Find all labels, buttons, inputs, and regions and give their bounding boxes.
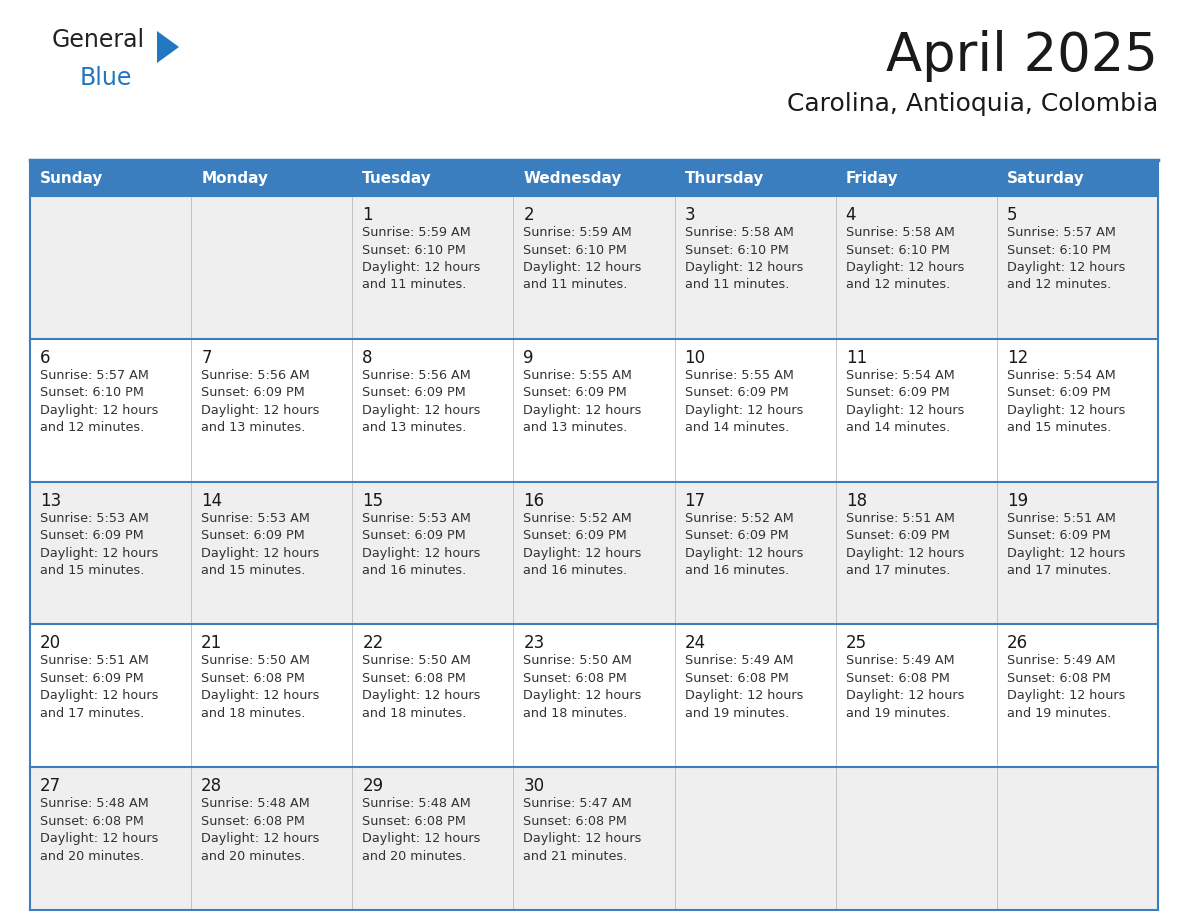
Text: 6: 6 — [40, 349, 51, 367]
Bar — [30, 160, 1158, 196]
Text: Sunrise: 5:51 AM
Sunset: 6:09 PM
Daylight: 12 hours
and 17 minutes.: Sunrise: 5:51 AM Sunset: 6:09 PM Dayligh… — [40, 655, 158, 720]
Text: Carolina, Antioquia, Colombia: Carolina, Antioquia, Colombia — [786, 92, 1158, 116]
Text: Sunrise: 5:53 AM
Sunset: 6:09 PM
Daylight: 12 hours
and 16 minutes.: Sunrise: 5:53 AM Sunset: 6:09 PM Dayligh… — [362, 511, 481, 577]
Text: Sunrise: 5:56 AM
Sunset: 6:09 PM
Daylight: 12 hours
and 13 minutes.: Sunrise: 5:56 AM Sunset: 6:09 PM Dayligh… — [201, 369, 320, 434]
Text: Sunrise: 5:47 AM
Sunset: 6:08 PM
Daylight: 12 hours
and 21 minutes.: Sunrise: 5:47 AM Sunset: 6:08 PM Dayligh… — [524, 797, 642, 863]
Text: Sunrise: 5:56 AM
Sunset: 6:09 PM
Daylight: 12 hours
and 13 minutes.: Sunrise: 5:56 AM Sunset: 6:09 PM Dayligh… — [362, 369, 481, 434]
Text: Sunrise: 5:48 AM
Sunset: 6:08 PM
Daylight: 12 hours
and 20 minutes.: Sunrise: 5:48 AM Sunset: 6:08 PM Dayligh… — [362, 797, 481, 863]
Text: Sunrise: 5:59 AM
Sunset: 6:10 PM
Daylight: 12 hours
and 11 minutes.: Sunrise: 5:59 AM Sunset: 6:10 PM Dayligh… — [524, 226, 642, 292]
Text: General: General — [52, 28, 145, 52]
Text: Sunrise: 5:48 AM
Sunset: 6:08 PM
Daylight: 12 hours
and 20 minutes.: Sunrise: 5:48 AM Sunset: 6:08 PM Dayligh… — [40, 797, 158, 863]
Bar — [30, 339, 1158, 482]
Text: Sunrise: 5:49 AM
Sunset: 6:08 PM
Daylight: 12 hours
and 19 minutes.: Sunrise: 5:49 AM Sunset: 6:08 PM Dayligh… — [1007, 655, 1125, 720]
Text: Wednesday: Wednesday — [524, 171, 621, 185]
Text: Sunrise: 5:51 AM
Sunset: 6:09 PM
Daylight: 12 hours
and 17 minutes.: Sunrise: 5:51 AM Sunset: 6:09 PM Dayligh… — [1007, 511, 1125, 577]
Text: Blue: Blue — [80, 66, 132, 90]
Text: Thursday: Thursday — [684, 171, 764, 185]
Text: Sunrise: 5:48 AM
Sunset: 6:08 PM
Daylight: 12 hours
and 20 minutes.: Sunrise: 5:48 AM Sunset: 6:08 PM Dayligh… — [201, 797, 320, 863]
Text: 24: 24 — [684, 634, 706, 653]
Text: Monday: Monday — [201, 171, 268, 185]
Text: Sunrise: 5:57 AM
Sunset: 6:10 PM
Daylight: 12 hours
and 12 minutes.: Sunrise: 5:57 AM Sunset: 6:10 PM Dayligh… — [1007, 226, 1125, 292]
Text: 8: 8 — [362, 349, 373, 367]
Text: Sunrise: 5:50 AM
Sunset: 6:08 PM
Daylight: 12 hours
and 18 minutes.: Sunrise: 5:50 AM Sunset: 6:08 PM Dayligh… — [201, 655, 320, 720]
Text: Sunrise: 5:53 AM
Sunset: 6:09 PM
Daylight: 12 hours
and 15 minutes.: Sunrise: 5:53 AM Sunset: 6:09 PM Dayligh… — [201, 511, 320, 577]
Text: 27: 27 — [40, 778, 61, 795]
Bar — [30, 482, 1158, 624]
Text: 21: 21 — [201, 634, 222, 653]
Text: 7: 7 — [201, 349, 211, 367]
Text: 29: 29 — [362, 778, 384, 795]
Text: 17: 17 — [684, 492, 706, 509]
Bar — [30, 196, 1158, 339]
Text: Sunrise: 5:58 AM
Sunset: 6:10 PM
Daylight: 12 hours
and 12 minutes.: Sunrise: 5:58 AM Sunset: 6:10 PM Dayligh… — [846, 226, 965, 292]
Text: 4: 4 — [846, 206, 857, 224]
Text: 23: 23 — [524, 634, 544, 653]
Text: 30: 30 — [524, 778, 544, 795]
Text: Sunrise: 5:58 AM
Sunset: 6:10 PM
Daylight: 12 hours
and 11 minutes.: Sunrise: 5:58 AM Sunset: 6:10 PM Dayligh… — [684, 226, 803, 292]
Text: Sunrise: 5:49 AM
Sunset: 6:08 PM
Daylight: 12 hours
and 19 minutes.: Sunrise: 5:49 AM Sunset: 6:08 PM Dayligh… — [846, 655, 965, 720]
Text: 13: 13 — [40, 492, 62, 509]
Text: 20: 20 — [40, 634, 61, 653]
Text: 10: 10 — [684, 349, 706, 367]
Text: 5: 5 — [1007, 206, 1017, 224]
Text: Sunrise: 5:59 AM
Sunset: 6:10 PM
Daylight: 12 hours
and 11 minutes.: Sunrise: 5:59 AM Sunset: 6:10 PM Dayligh… — [362, 226, 481, 292]
Text: 19: 19 — [1007, 492, 1028, 509]
Bar — [30, 624, 1158, 767]
Text: 2: 2 — [524, 206, 535, 224]
Text: Tuesday: Tuesday — [362, 171, 432, 185]
Text: Sunrise: 5:50 AM
Sunset: 6:08 PM
Daylight: 12 hours
and 18 minutes.: Sunrise: 5:50 AM Sunset: 6:08 PM Dayligh… — [362, 655, 481, 720]
Text: Sunrise: 5:55 AM
Sunset: 6:09 PM
Daylight: 12 hours
and 13 minutes.: Sunrise: 5:55 AM Sunset: 6:09 PM Dayligh… — [524, 369, 642, 434]
Text: Sunrise: 5:55 AM
Sunset: 6:09 PM
Daylight: 12 hours
and 14 minutes.: Sunrise: 5:55 AM Sunset: 6:09 PM Dayligh… — [684, 369, 803, 434]
Text: 26: 26 — [1007, 634, 1028, 653]
Text: Sunrise: 5:54 AM
Sunset: 6:09 PM
Daylight: 12 hours
and 14 minutes.: Sunrise: 5:54 AM Sunset: 6:09 PM Dayligh… — [846, 369, 965, 434]
Text: 28: 28 — [201, 778, 222, 795]
Text: 25: 25 — [846, 634, 867, 653]
Text: 12: 12 — [1007, 349, 1028, 367]
Bar — [30, 767, 1158, 910]
Text: Sunrise: 5:50 AM
Sunset: 6:08 PM
Daylight: 12 hours
and 18 minutes.: Sunrise: 5:50 AM Sunset: 6:08 PM Dayligh… — [524, 655, 642, 720]
Text: 1: 1 — [362, 206, 373, 224]
Text: 16: 16 — [524, 492, 544, 509]
Text: Friday: Friday — [846, 171, 898, 185]
Text: Sunrise: 5:52 AM
Sunset: 6:09 PM
Daylight: 12 hours
and 16 minutes.: Sunrise: 5:52 AM Sunset: 6:09 PM Dayligh… — [524, 511, 642, 577]
Text: 9: 9 — [524, 349, 533, 367]
Polygon shape — [157, 31, 179, 63]
Text: Sunday: Sunday — [40, 171, 103, 185]
Text: Sunrise: 5:52 AM
Sunset: 6:09 PM
Daylight: 12 hours
and 16 minutes.: Sunrise: 5:52 AM Sunset: 6:09 PM Dayligh… — [684, 511, 803, 577]
Text: April 2025: April 2025 — [886, 30, 1158, 82]
Text: 22: 22 — [362, 634, 384, 653]
Text: Sunrise: 5:53 AM
Sunset: 6:09 PM
Daylight: 12 hours
and 15 minutes.: Sunrise: 5:53 AM Sunset: 6:09 PM Dayligh… — [40, 511, 158, 577]
Text: Sunrise: 5:49 AM
Sunset: 6:08 PM
Daylight: 12 hours
and 19 minutes.: Sunrise: 5:49 AM Sunset: 6:08 PM Dayligh… — [684, 655, 803, 720]
Text: Sunrise: 5:57 AM
Sunset: 6:10 PM
Daylight: 12 hours
and 12 minutes.: Sunrise: 5:57 AM Sunset: 6:10 PM Dayligh… — [40, 369, 158, 434]
Text: Saturday: Saturday — [1007, 171, 1085, 185]
Text: 15: 15 — [362, 492, 384, 509]
Text: 11: 11 — [846, 349, 867, 367]
Text: 14: 14 — [201, 492, 222, 509]
Text: Sunrise: 5:54 AM
Sunset: 6:09 PM
Daylight: 12 hours
and 15 minutes.: Sunrise: 5:54 AM Sunset: 6:09 PM Dayligh… — [1007, 369, 1125, 434]
Text: 18: 18 — [846, 492, 867, 509]
Text: Sunrise: 5:51 AM
Sunset: 6:09 PM
Daylight: 12 hours
and 17 minutes.: Sunrise: 5:51 AM Sunset: 6:09 PM Dayligh… — [846, 511, 965, 577]
Text: 3: 3 — [684, 206, 695, 224]
